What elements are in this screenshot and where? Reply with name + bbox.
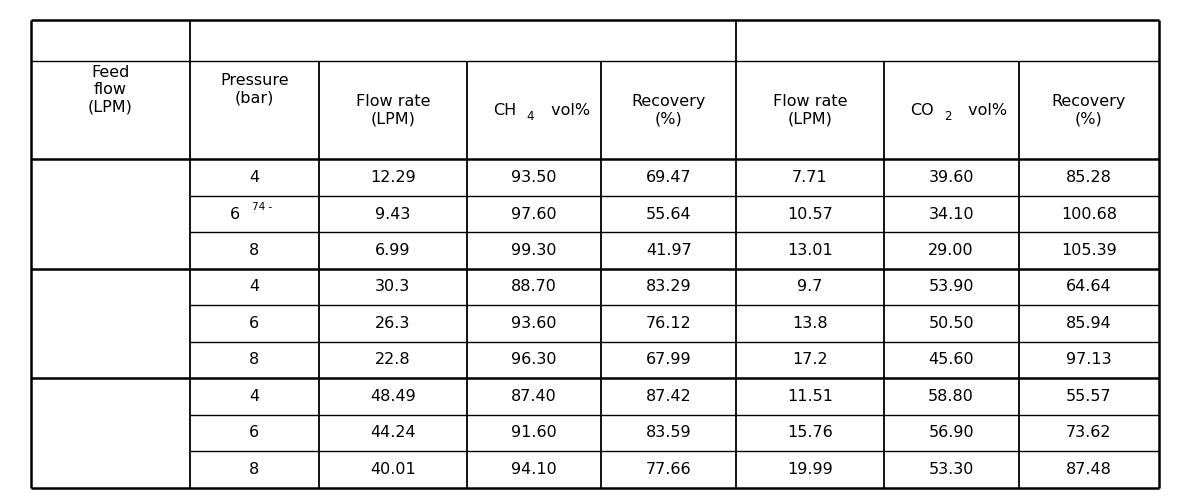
Text: 10.57: 10.57 <box>787 206 833 222</box>
Text: 85.94: 85.94 <box>1066 316 1111 331</box>
Text: 76.12: 76.12 <box>646 316 691 331</box>
Text: 4: 4 <box>250 170 259 185</box>
Text: 73.62: 73.62 <box>1066 426 1111 440</box>
Text: vol%: vol% <box>546 102 590 118</box>
Text: 8: 8 <box>250 352 259 368</box>
Text: Flow rate
(LPM): Flow rate (LPM) <box>772 94 847 126</box>
Text: 6: 6 <box>250 426 259 440</box>
Text: 69.47: 69.47 <box>646 170 691 185</box>
Text: 83.29: 83.29 <box>646 280 691 294</box>
Text: 7.71: 7.71 <box>793 170 828 185</box>
Text: 4: 4 <box>250 389 259 404</box>
Text: 55.64: 55.64 <box>646 206 691 222</box>
Text: 6.99: 6.99 <box>375 243 411 258</box>
Text: 4: 4 <box>250 280 259 294</box>
Text: 41.97: 41.97 <box>646 243 691 258</box>
Text: 44.24: 44.24 <box>370 426 415 440</box>
Text: Feed
flow
(LPM): Feed flow (LPM) <box>88 65 133 114</box>
Text: Pressure
(bar): Pressure (bar) <box>220 74 289 106</box>
Text: 91.60: 91.60 <box>512 426 557 440</box>
Text: 87.48: 87.48 <box>1066 462 1111 477</box>
Text: 34.10: 34.10 <box>928 206 973 222</box>
Text: 97.13: 97.13 <box>1066 352 1111 368</box>
Text: 77.66: 77.66 <box>646 462 691 477</box>
Text: 8: 8 <box>250 243 259 258</box>
Text: 50.50: 50.50 <box>928 316 973 331</box>
Text: 12.29: 12.29 <box>370 170 415 185</box>
Text: vol%: vol% <box>963 102 1007 118</box>
Text: CH: CH <box>493 102 516 118</box>
Text: 85.28: 85.28 <box>1066 170 1111 185</box>
Text: 58.80: 58.80 <box>928 389 975 404</box>
Text: 8: 8 <box>250 462 259 477</box>
Text: 93.60: 93.60 <box>512 316 557 331</box>
Text: 39.60: 39.60 <box>928 170 973 185</box>
Text: 100.68: 100.68 <box>1060 206 1117 222</box>
Text: 45.60: 45.60 <box>928 352 973 368</box>
Text: 53.30: 53.30 <box>928 462 973 477</box>
Text: 67.99: 67.99 <box>646 352 691 368</box>
Text: 105.39: 105.39 <box>1061 243 1116 258</box>
Text: 40.01: 40.01 <box>370 462 415 477</box>
Text: 9.7: 9.7 <box>797 280 822 294</box>
Text: 96.30: 96.30 <box>512 352 557 368</box>
Text: 29.00: 29.00 <box>928 243 973 258</box>
Text: Recovery
(%): Recovery (%) <box>1052 94 1126 126</box>
Text: 13.8: 13.8 <box>793 316 828 331</box>
Text: 83.59: 83.59 <box>646 426 691 440</box>
Text: 30.3: 30.3 <box>375 280 411 294</box>
Text: 17.2: 17.2 <box>793 352 828 368</box>
Text: Recovery
(%): Recovery (%) <box>632 94 706 126</box>
Text: 56.90: 56.90 <box>928 426 973 440</box>
Text: Flow rate
(LPM): Flow rate (LPM) <box>356 94 430 126</box>
Text: 97.60: 97.60 <box>512 206 557 222</box>
Text: 11.51: 11.51 <box>787 389 833 404</box>
Text: 48.49: 48.49 <box>370 389 415 404</box>
Text: 6: 6 <box>250 316 259 331</box>
Text: 13.01: 13.01 <box>787 243 833 258</box>
Text: 26.3: 26.3 <box>375 316 411 331</box>
Text: 9.43: 9.43 <box>375 206 411 222</box>
Text: 22.8: 22.8 <box>375 352 411 368</box>
Text: 94.10: 94.10 <box>512 462 557 477</box>
Text: 93.50: 93.50 <box>512 170 557 185</box>
Text: 19.99: 19.99 <box>787 462 833 477</box>
Text: 74 -: 74 - <box>252 202 273 211</box>
Text: 4: 4 <box>527 110 534 122</box>
Text: 53.90: 53.90 <box>928 280 973 294</box>
Text: 2: 2 <box>944 110 951 122</box>
Text: 88.70: 88.70 <box>511 280 557 294</box>
Text: 6: 6 <box>230 206 240 222</box>
Text: 55.57: 55.57 <box>1066 389 1111 404</box>
Text: CO: CO <box>909 102 933 118</box>
Text: 64.64: 64.64 <box>1066 280 1111 294</box>
Text: 15.76: 15.76 <box>787 426 833 440</box>
Text: 87.42: 87.42 <box>646 389 691 404</box>
Text: 87.40: 87.40 <box>512 389 557 404</box>
Text: 99.30: 99.30 <box>512 243 557 258</box>
